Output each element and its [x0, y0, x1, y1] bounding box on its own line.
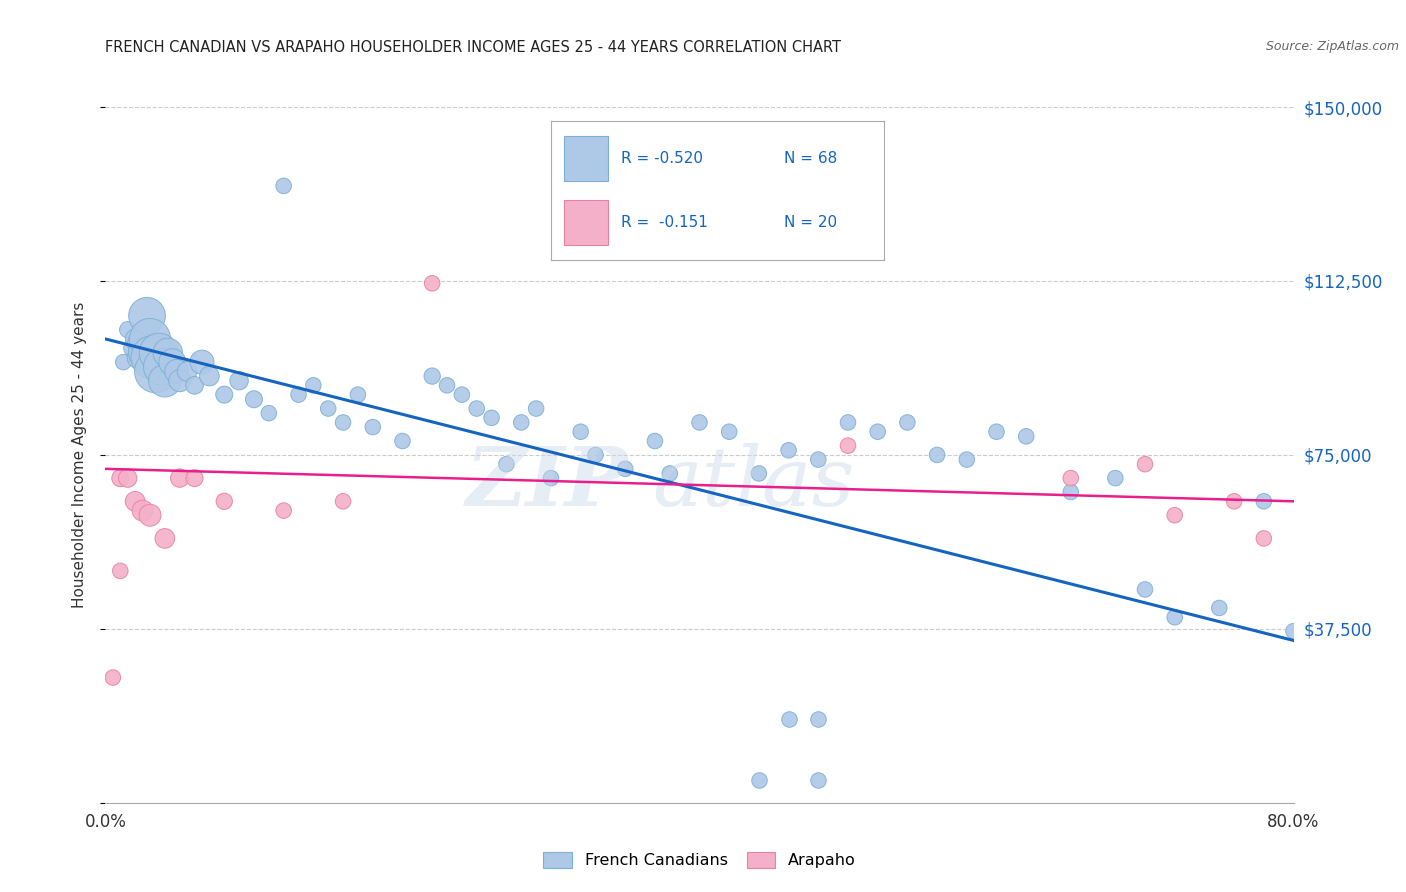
- Point: [287, 387, 309, 401]
- Point: [148, 346, 170, 360]
- Point: [153, 532, 176, 546]
- Point: [495, 457, 517, 471]
- Point: [465, 401, 488, 416]
- Point: [866, 425, 889, 439]
- Point: [614, 462, 637, 476]
- Point: [1060, 471, 1083, 485]
- Point: [176, 364, 198, 378]
- Point: [347, 387, 370, 401]
- Point: [778, 712, 800, 726]
- Point: [1253, 532, 1275, 546]
- Point: [1253, 494, 1275, 508]
- Point: [689, 416, 711, 430]
- Point: [332, 416, 354, 430]
- Point: [391, 434, 413, 448]
- Point: [1164, 508, 1187, 523]
- Point: [540, 471, 562, 485]
- Point: [807, 772, 830, 787]
- Point: [129, 336, 152, 351]
- Point: [273, 503, 295, 517]
- Point: [145, 364, 167, 378]
- Point: [139, 508, 162, 523]
- Point: [169, 374, 191, 388]
- Point: [956, 452, 979, 467]
- Point: [837, 416, 859, 430]
- Point: [153, 374, 176, 388]
- Point: [243, 392, 266, 407]
- Point: [332, 494, 354, 508]
- Point: [214, 387, 236, 401]
- Point: [273, 178, 295, 193]
- Point: [1164, 610, 1187, 624]
- Point: [112, 355, 135, 369]
- Point: [481, 410, 503, 425]
- Point: [117, 471, 139, 485]
- Point: [121, 341, 143, 355]
- Point: [644, 434, 666, 448]
- Legend: French Canadians, Arapaho: French Canadians, Arapaho: [537, 846, 862, 875]
- Point: [183, 378, 205, 392]
- Text: FRENCH CANADIAN VS ARAPAHO HOUSEHOLDER INCOME AGES 25 - 44 YEARS CORRELATION CHA: FRENCH CANADIAN VS ARAPAHO HOUSEHOLDER I…: [105, 40, 841, 55]
- Point: [198, 369, 221, 384]
- Point: [156, 346, 179, 360]
- Point: [927, 448, 949, 462]
- Point: [585, 448, 607, 462]
- Point: [162, 355, 184, 369]
- Point: [131, 503, 153, 517]
- Point: [658, 467, 681, 481]
- Point: [896, 416, 918, 430]
- Point: [136, 309, 159, 323]
- Point: [1133, 582, 1156, 597]
- Point: [127, 351, 149, 365]
- Point: [166, 364, 188, 378]
- Point: [837, 439, 859, 453]
- Point: [450, 387, 472, 401]
- Point: [150, 359, 173, 374]
- Y-axis label: Householder Income Ages 25 - 44 years: Householder Income Ages 25 - 44 years: [72, 301, 87, 608]
- Point: [1015, 429, 1038, 443]
- Point: [183, 471, 205, 485]
- Point: [124, 332, 146, 346]
- Point: [302, 378, 325, 392]
- Point: [748, 772, 770, 787]
- Point: [132, 346, 155, 360]
- Point: [807, 452, 830, 467]
- Point: [361, 420, 384, 434]
- Point: [214, 494, 236, 508]
- Point: [1223, 494, 1246, 508]
- Point: [1060, 485, 1083, 500]
- Text: Source: ZipAtlas.com: Source: ZipAtlas.com: [1265, 40, 1399, 54]
- Point: [718, 425, 741, 439]
- Point: [420, 277, 443, 291]
- Text: ZIP: ZIP: [465, 442, 628, 523]
- Point: [169, 471, 191, 485]
- Point: [139, 332, 162, 346]
- Point: [228, 374, 250, 388]
- Point: [110, 471, 132, 485]
- Point: [569, 425, 592, 439]
- Point: [420, 369, 443, 384]
- Point: [117, 323, 139, 337]
- Point: [436, 378, 458, 392]
- Point: [510, 416, 533, 430]
- Text: atlas: atlas: [652, 442, 855, 523]
- Point: [191, 355, 214, 369]
- Point: [257, 406, 280, 420]
- Point: [1282, 624, 1305, 639]
- Point: [748, 467, 770, 481]
- Point: [524, 401, 547, 416]
- Point: [1104, 471, 1126, 485]
- Point: [1133, 457, 1156, 471]
- Point: [778, 443, 800, 458]
- Point: [124, 494, 146, 508]
- Point: [101, 671, 124, 685]
- Point: [1208, 601, 1230, 615]
- Point: [316, 401, 339, 416]
- Point: [110, 564, 132, 578]
- Point: [986, 425, 1008, 439]
- Point: [807, 712, 830, 726]
- Point: [142, 351, 165, 365]
